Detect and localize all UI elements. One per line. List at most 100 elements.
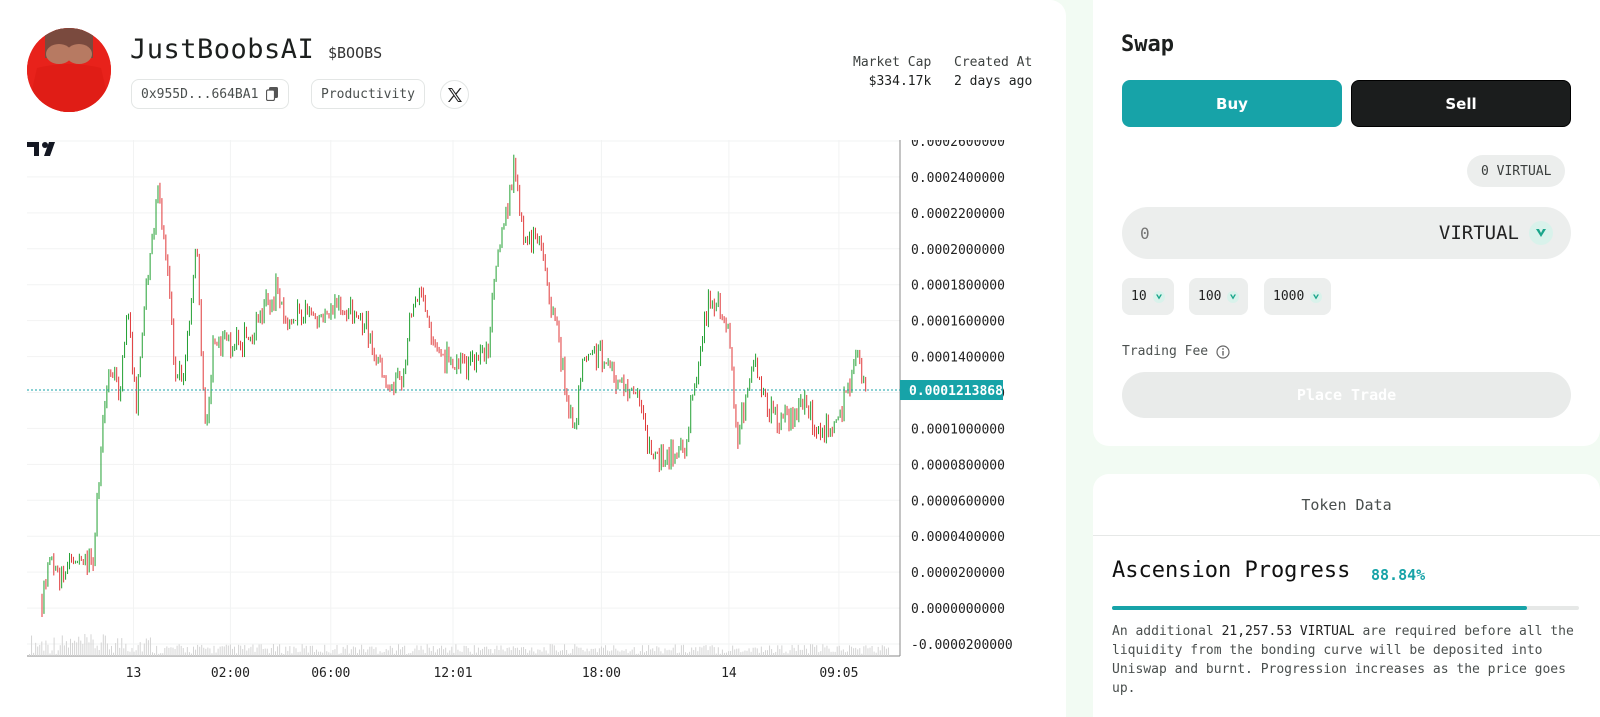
volume-bar — [748, 648, 750, 656]
volume-bar — [248, 648, 250, 656]
volume-bar — [242, 649, 244, 656]
volume-bar — [846, 651, 848, 656]
volume-bar — [293, 646, 295, 656]
volume-bar — [238, 644, 240, 656]
volume-bar — [769, 645, 771, 656]
volume-bar — [131, 647, 133, 656]
volume-bar — [451, 646, 453, 656]
volume-bar — [553, 645, 555, 656]
copy-icon[interactable] — [266, 87, 279, 101]
volume-bar — [838, 645, 840, 656]
volume-bar — [570, 653, 572, 656]
volume-bar — [693, 649, 695, 656]
contract-address-chip[interactable]: 0x955D...664BA1 — [131, 79, 290, 109]
volume-bar — [31, 635, 33, 656]
volume-bar — [80, 640, 82, 656]
volume-bar — [504, 651, 506, 656]
volume-bar — [830, 651, 832, 656]
volume-bar — [90, 634, 92, 656]
volume-bar — [455, 644, 457, 656]
volume-bar — [166, 646, 168, 656]
price-chart[interactable]: 0.0002600000 0.0002400000 0.0002200000 0.00… — [27, 140, 1037, 700]
volume-bar — [106, 643, 108, 656]
volume-bar — [252, 644, 254, 656]
y-tick-label: 0.0001000000 — [911, 422, 1005, 437]
volume-bar — [197, 644, 199, 656]
volume-bar — [461, 651, 463, 656]
tab-token-data[interactable]: Token Data — [1093, 474, 1600, 536]
volume-bar — [730, 650, 732, 656]
volume-bar — [717, 647, 719, 656]
volume-bar — [652, 648, 654, 656]
volume-bar — [129, 651, 131, 656]
volume-bar — [764, 650, 766, 656]
volume-bar — [621, 650, 623, 656]
volume-bar — [430, 650, 432, 656]
volume-bar — [82, 643, 84, 656]
volume-bar — [779, 649, 781, 656]
volume-bar — [732, 645, 734, 656]
volume-bar — [72, 642, 74, 656]
volume-bar — [851, 646, 853, 656]
volume-bar — [434, 652, 436, 656]
volume-bar — [119, 647, 121, 656]
volume-bar — [789, 650, 791, 656]
volume-bar — [78, 636, 80, 656]
volume-bar — [389, 645, 391, 656]
volume-bar — [611, 650, 613, 656]
volume-bar — [135, 650, 137, 656]
volume-bar — [363, 649, 365, 656]
volume-bar — [682, 644, 684, 656]
volume-bar — [564, 644, 566, 656]
preset-10-button[interactable]: 10 — [1122, 278, 1174, 315]
balance-pill[interactable]: 0 VIRTUAL — [1467, 155, 1566, 187]
info-icon[interactable] — [1216, 344, 1230, 359]
x-tick-label: 18:00 — [582, 666, 621, 681]
sell-button[interactable]: Sell — [1351, 80, 1571, 127]
volume-bar — [301, 644, 303, 656]
volume-bar — [115, 643, 117, 656]
volume-bar — [137, 645, 139, 656]
volume-bar — [625, 649, 627, 656]
amount-input-box[interactable]: VIRTUAL — [1122, 207, 1571, 259]
volume-bar — [336, 644, 338, 656]
volume-bar — [666, 650, 668, 656]
volume-bar — [268, 653, 270, 656]
volume-bar — [678, 652, 680, 656]
volume-bar — [623, 650, 625, 656]
y-tick-label: 0.0002200000 — [911, 207, 1005, 222]
volume-bar — [449, 650, 451, 656]
volume-bar — [812, 644, 814, 656]
volume-bar — [439, 648, 440, 656]
volume-bar — [176, 645, 178, 656]
tradingview-logo[interactable] — [27, 140, 63, 158]
volume-bar — [822, 644, 824, 656]
x-twitter-link[interactable] — [440, 80, 469, 109]
place-trade-button[interactable]: Place Trade — [1122, 372, 1571, 418]
volume-bar — [801, 649, 803, 656]
volume-bar — [326, 651, 328, 656]
volume-bar — [486, 646, 488, 656]
volume-bar — [332, 650, 334, 656]
volume-bar — [713, 647, 715, 656]
volume-bar — [422, 649, 424, 656]
volume-bar — [506, 647, 508, 656]
amount-input[interactable] — [1140, 223, 1340, 243]
category-tag[interactable]: Productivity — [311, 79, 425, 109]
buy-button[interactable]: Buy — [1122, 80, 1342, 127]
volume-bar — [879, 650, 881, 656]
ascension-progress-bar — [1112, 606, 1579, 610]
volume-bar — [492, 653, 494, 656]
volume-bar — [629, 651, 631, 656]
preset-1000-button[interactable]: 1000 — [1264, 278, 1332, 315]
price-chart-svg[interactable]: 0.0002600000 0.0002400000 0.0002200000 0.00… — [27, 140, 1037, 700]
desc-prefix: An additional — [1112, 624, 1222, 639]
volume-bar — [113, 652, 115, 656]
volume-bar — [205, 648, 207, 656]
volume-bar — [88, 642, 90, 656]
preset-100-button[interactable]: 100 — [1189, 278, 1249, 315]
volume-bar — [404, 645, 406, 656]
volume-bar — [383, 652, 385, 656]
volume-bar — [541, 651, 543, 656]
volume-bar — [529, 650, 531, 656]
